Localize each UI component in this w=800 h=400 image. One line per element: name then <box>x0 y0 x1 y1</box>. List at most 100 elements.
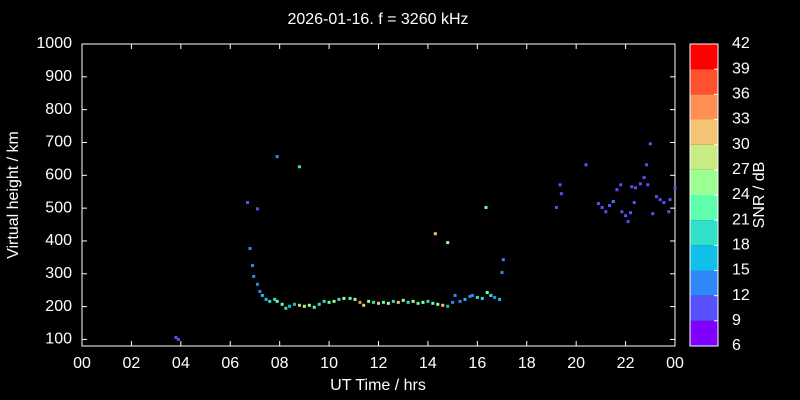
data-point <box>246 201 250 205</box>
data-point <box>673 186 677 190</box>
data-point <box>284 306 288 310</box>
x-tick-label: 12 <box>370 355 388 372</box>
data-point <box>332 299 336 303</box>
data-point <box>348 296 352 300</box>
colorbar-label: SNR / dB <box>751 162 768 229</box>
data-point <box>297 303 301 307</box>
data-point <box>632 201 636 205</box>
x-tick-label: 06 <box>221 355 239 372</box>
data-point <box>317 302 321 306</box>
x-tick-label: 00 <box>666 355 684 372</box>
data-point <box>342 296 346 300</box>
data-point <box>252 274 256 278</box>
data-point <box>273 297 277 301</box>
colorbar-tick-label: 21 <box>732 211 750 228</box>
data-point <box>292 302 296 306</box>
colorbar-tick-label: 9 <box>732 312 741 329</box>
y-tick-label: 500 <box>45 199 72 216</box>
y-tick-label: 1000 <box>36 35 72 52</box>
data-point <box>353 297 357 301</box>
data-point <box>493 295 497 299</box>
data-point <box>433 232 437 236</box>
data-point <box>327 300 331 304</box>
data-point <box>600 205 604 209</box>
colorbar-tick-label: 15 <box>732 262 750 279</box>
x-axis-label: UT Time / hrs <box>330 377 426 394</box>
colorbar-tick-label: 42 <box>732 35 750 52</box>
data-point <box>250 264 254 268</box>
data-point <box>436 302 440 306</box>
data-point <box>288 304 292 308</box>
data-point <box>498 297 502 301</box>
data-point <box>484 205 488 209</box>
y-tick-label: 300 <box>45 265 72 282</box>
data-point <box>559 192 563 196</box>
data-point <box>584 163 588 167</box>
x-tick-label: 04 <box>172 355 190 372</box>
data-point <box>648 142 652 146</box>
data-point <box>630 185 634 189</box>
colorbar-tick-label: 36 <box>732 86 750 103</box>
data-point <box>633 186 637 190</box>
data-point <box>470 293 474 297</box>
data-point <box>554 205 558 209</box>
data-point <box>615 188 619 192</box>
data-point <box>446 241 450 245</box>
data-point <box>275 155 279 159</box>
data-point <box>255 207 259 211</box>
data-point <box>629 211 633 215</box>
data-point <box>386 301 390 305</box>
data-point <box>611 200 615 204</box>
y-tick-label: 600 <box>45 167 72 184</box>
data-point <box>174 335 178 339</box>
colorbar-tick-label: 39 <box>732 60 750 77</box>
data-point <box>475 295 479 299</box>
data-point <box>485 290 489 294</box>
data-point <box>620 210 624 214</box>
data-point <box>377 301 380 305</box>
data-point <box>255 282 259 286</box>
data-point <box>421 300 425 304</box>
data-point <box>337 297 341 301</box>
data-point <box>453 293 457 297</box>
data-point <box>258 290 262 294</box>
x-tick-label: 00 <box>73 355 91 372</box>
data-point <box>260 293 264 297</box>
data-point <box>302 304 306 308</box>
x-tick-label: 20 <box>567 355 585 372</box>
data-point <box>381 300 385 304</box>
data-point <box>619 183 623 187</box>
data-point <box>446 304 450 308</box>
x-tick-label: 10 <box>320 355 338 372</box>
data-point <box>268 299 272 303</box>
y-tick-label: 800 <box>45 101 72 118</box>
data-point <box>500 270 504 274</box>
data-point <box>463 297 467 301</box>
colorbar-tick-label: 6 <box>732 337 741 354</box>
data-point <box>654 195 658 199</box>
data-point <box>451 300 455 304</box>
color-band <box>690 220 718 246</box>
data-point <box>642 176 646 180</box>
data-point <box>322 299 326 303</box>
y-tick-label: 400 <box>45 232 72 249</box>
data-point <box>468 294 472 298</box>
data-point <box>307 303 311 307</box>
data-point <box>416 301 420 305</box>
data-point <box>667 210 671 214</box>
y-tick-label: 100 <box>45 331 72 348</box>
data-point <box>626 220 630 224</box>
data-point <box>297 165 301 169</box>
color-band <box>690 94 718 120</box>
data-point <box>668 198 672 202</box>
y-axis-label: Virtual height / km <box>5 131 22 259</box>
data-point <box>264 297 268 301</box>
plot-frame <box>81 43 676 347</box>
colorbar-tick-label: 18 <box>732 237 750 254</box>
data-point <box>624 214 628 218</box>
colorbar-tick-label: 33 <box>732 111 750 128</box>
x-tick-label: 16 <box>468 355 486 372</box>
data-point <box>280 302 284 306</box>
data-point <box>358 300 362 304</box>
color-band <box>690 270 718 296</box>
